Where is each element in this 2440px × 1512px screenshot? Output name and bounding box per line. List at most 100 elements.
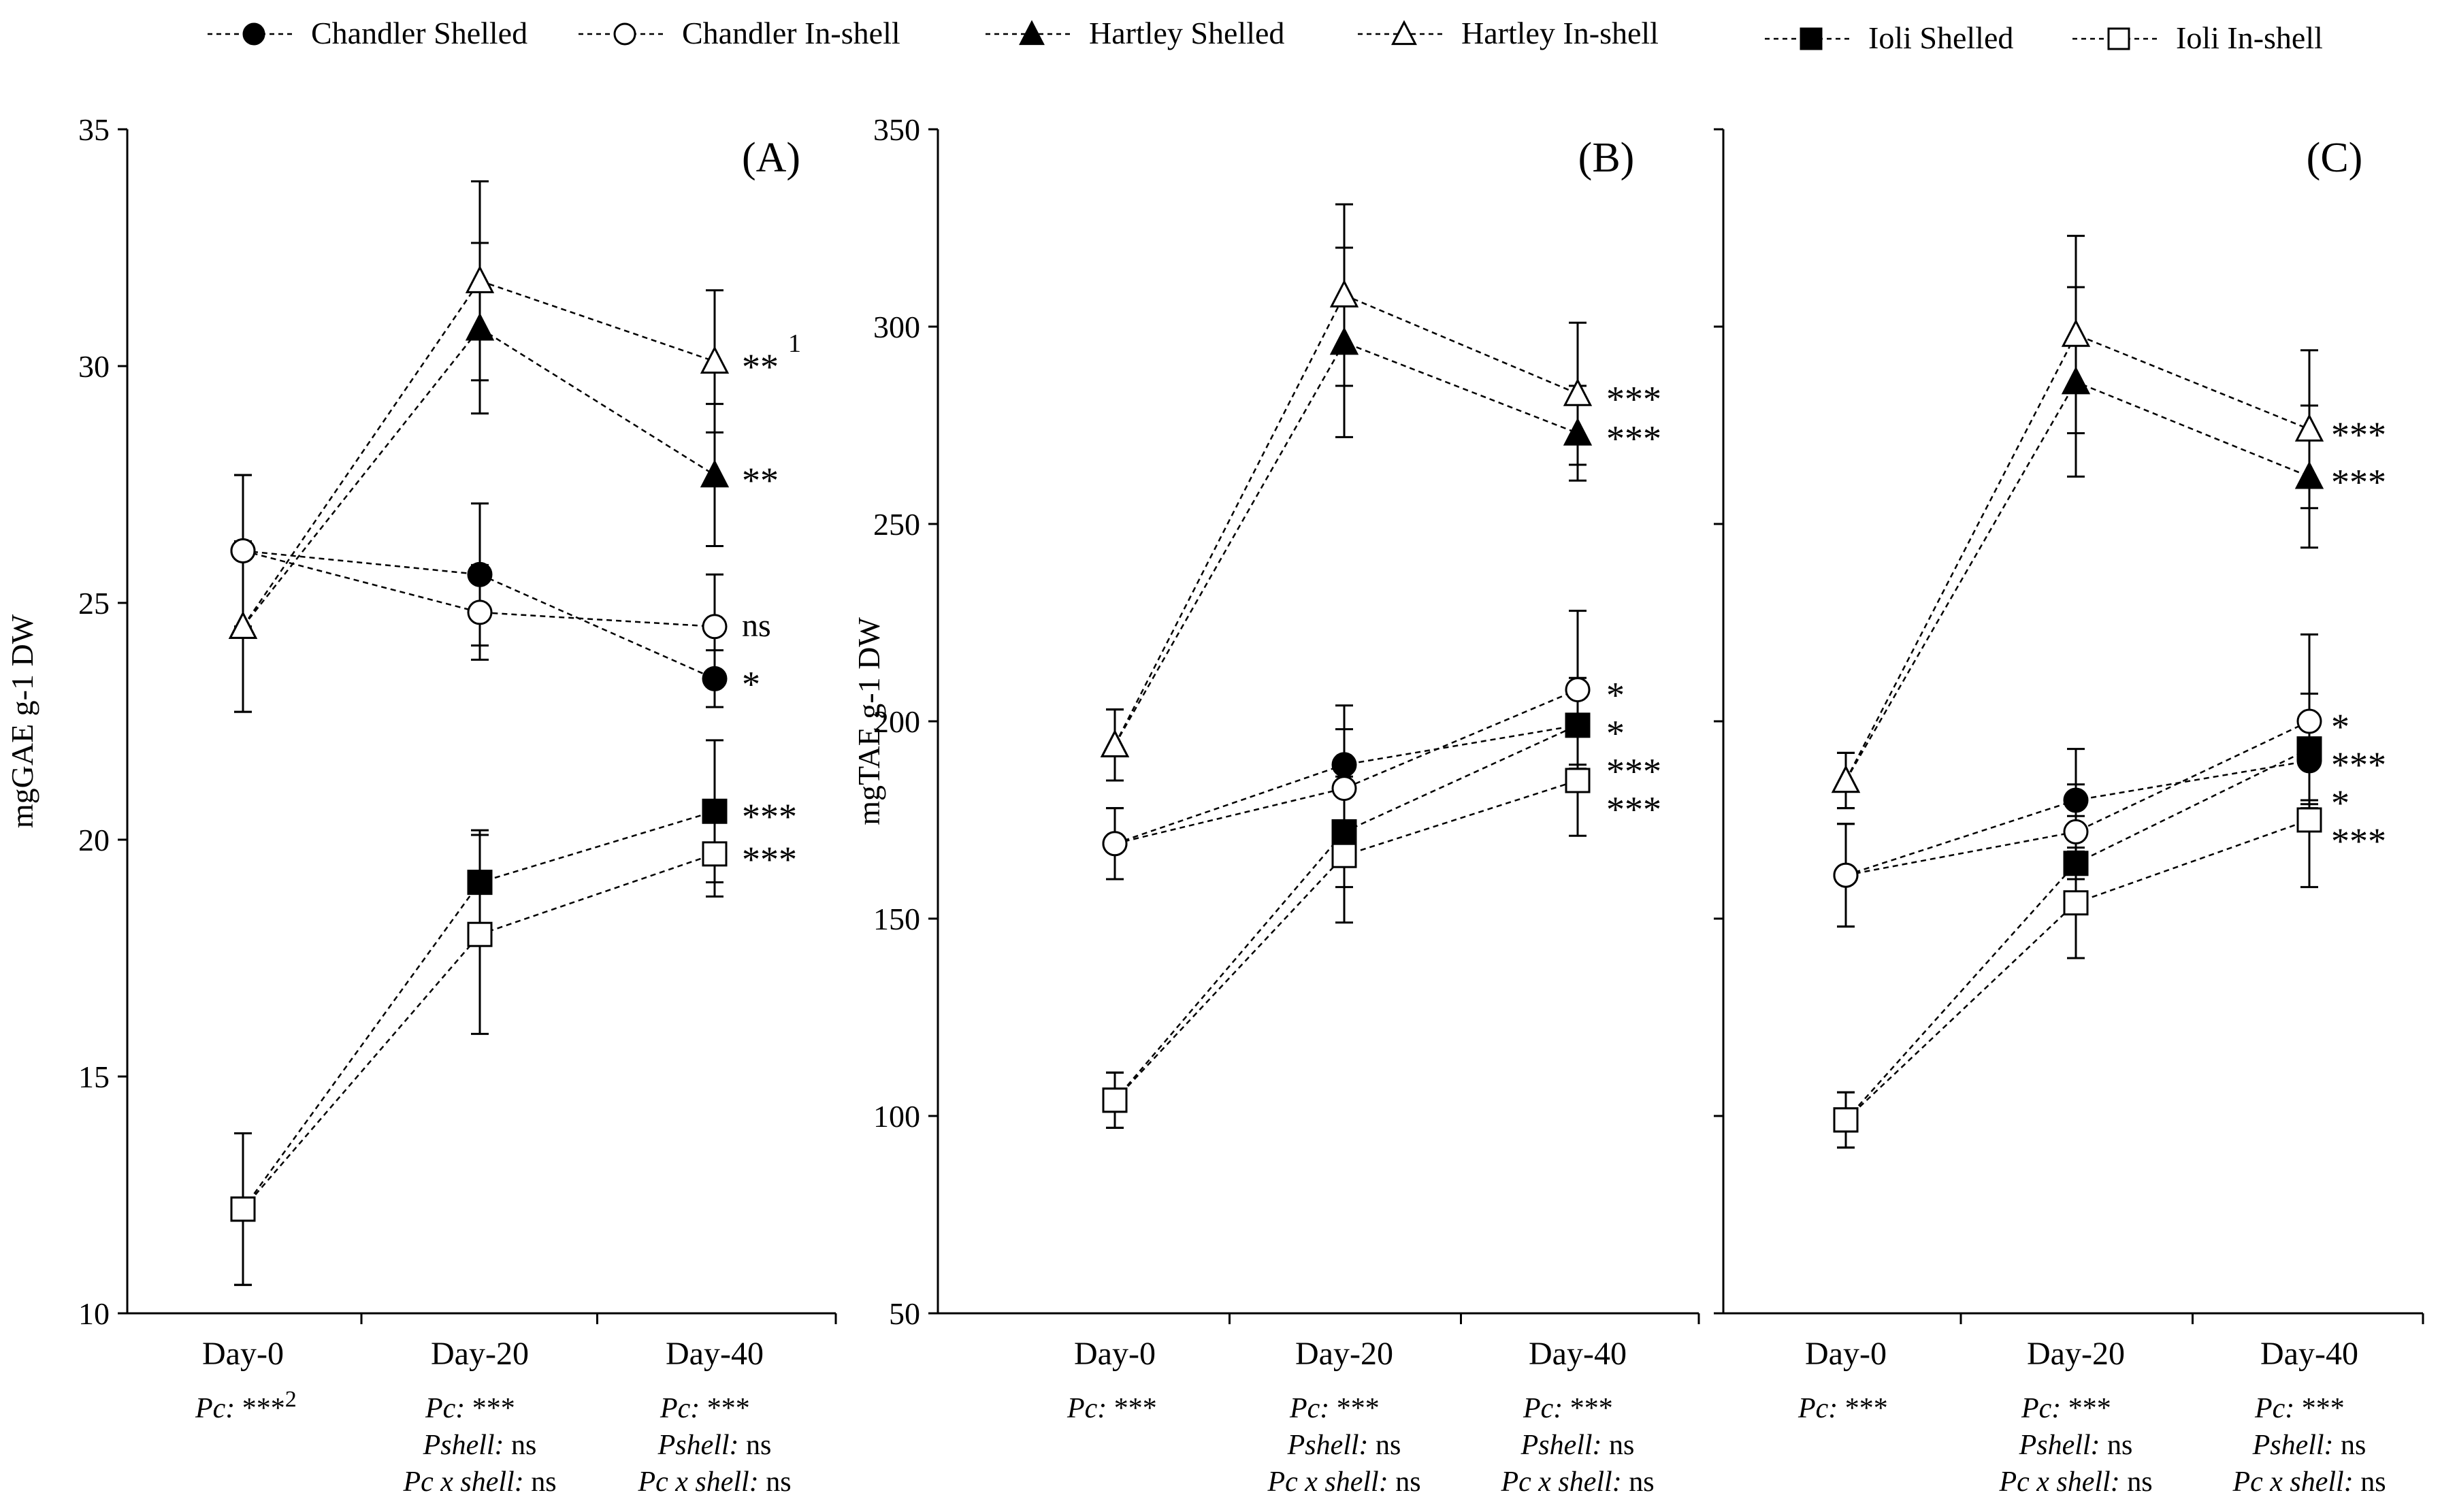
- x-tick-label: Day-20: [431, 1336, 529, 1372]
- point-ioli-shelled-day40: [702, 798, 728, 824]
- series-line-hartley-in-shell: [1113, 293, 1578, 746]
- point-hartley-shelled-day40: [2294, 461, 2324, 489]
- point-hartley-shelled-day40: [1563, 417, 1593, 446]
- point-chandler-shelled-day40: [702, 665, 728, 691]
- significance-label: *: [1606, 713, 1625, 754]
- stat-key: Pc:: [1798, 1393, 1838, 1424]
- stat-row: Pc: ***: [1067, 1393, 1157, 1424]
- stat-key: Pc:: [1067, 1393, 1107, 1424]
- significance-label: ***: [742, 839, 797, 880]
- legend-marker-circle-open: [613, 22, 636, 46]
- stat-value: ns: [1388, 1466, 1421, 1498]
- stat-value: ***: [1563, 1393, 1613, 1424]
- stat-value: ns: [524, 1466, 557, 1498]
- x-tick-label: Day-0: [202, 1336, 284, 1372]
- legend-item-chandler-in-shell: Chandler In-shell: [579, 16, 900, 50]
- y-tick-label: 150: [873, 902, 920, 936]
- point-chandler-shelled-day20: [1331, 752, 1357, 778]
- stat-value: ns: [2120, 1466, 2153, 1498]
- legend-marker-circle-filled: [242, 22, 265, 46]
- error-bars: [234, 180, 723, 1286]
- significance-label: *: [2331, 783, 2349, 823]
- stat-row: Pc: ***: [1798, 1393, 1888, 1424]
- significance-label: **: [742, 460, 779, 501]
- series-lines: [1113, 293, 1578, 1101]
- stat-key: Pc x shell:: [1500, 1466, 1621, 1498]
- data-points: [1831, 318, 2324, 1133]
- point-ioli-in-shell-day0: [1833, 1107, 1859, 1133]
- stat-value: ***: [2294, 1393, 2345, 1424]
- stat-key: Pshell:: [423, 1430, 504, 1461]
- stat-key: Pc:: [660, 1393, 700, 1424]
- point-chandler-in-shell-day20: [467, 599, 493, 625]
- stat-value: ***: [700, 1393, 750, 1424]
- stat-row: Pc: ***: [2254, 1393, 2345, 1424]
- footnote-marker: 1: [788, 329, 801, 358]
- stat-value: ***: [465, 1393, 515, 1424]
- stat-value: ns: [504, 1430, 537, 1461]
- stat-row: Pshell: ns: [1520, 1430, 1635, 1461]
- legend-marker-square-open: [2107, 27, 2130, 50]
- legend-label: Chandler Shelled: [311, 16, 527, 50]
- stat-row: Pc: ***: [660, 1393, 750, 1424]
- legend-label: Hartley Shelled: [1089, 16, 1284, 50]
- legend-marker-triangle-filled: [1019, 20, 1045, 46]
- series-line-hartley-shelled: [1113, 341, 1578, 746]
- y-tick-label: 25: [78, 586, 110, 621]
- significance-label: ***: [742, 796, 797, 837]
- point-ioli-in-shell-day0: [230, 1196, 256, 1222]
- stat-key: Pc x shell:: [402, 1466, 523, 1498]
- stat-row: Pc x shell: ns: [1267, 1466, 1420, 1498]
- point-ioli-shelled-day20: [1331, 819, 1357, 844]
- y-tick-label: 20: [78, 823, 110, 857]
- legend: Chandler Shelled Chandler In-shell Hartley…: [208, 16, 2323, 55]
- point-chandler-in-shell-day0: [1102, 831, 1128, 857]
- stat-key: Pshell:: [1520, 1430, 1602, 1461]
- stat-value: ns: [2100, 1430, 2133, 1461]
- stat-row: Pshell: ns: [657, 1430, 772, 1461]
- legend-marker-square-filled: [1800, 27, 1823, 50]
- point-hartley-in-shell-day0: [228, 610, 258, 639]
- stat-key: Pc x shell:: [1267, 1466, 1388, 1498]
- point-hartley-in-shell-day20: [465, 265, 495, 293]
- series-line-chandler-in-shell: [1114, 689, 1578, 845]
- point-chandler-in-shell-day40: [2296, 708, 2322, 734]
- legend-item-chandler-shelled: Chandler Shelled: [208, 16, 527, 50]
- legend-label: Ioli Shelled: [1868, 20, 2013, 55]
- significance-label: ***: [1606, 379, 1661, 420]
- data-points: [1100, 279, 1593, 1113]
- legend-label: Hartley In-shell: [1461, 16, 1659, 50]
- data-points: [228, 265, 730, 1222]
- legend-label: Ioli In-shell: [2176, 20, 2323, 55]
- stat-key: Pc:: [195, 1393, 235, 1424]
- point-hartley-shelled-day20: [2061, 366, 2091, 395]
- y-tick-label: 30: [78, 349, 110, 384]
- stat-row: Pc: ***2: [195, 1387, 297, 1424]
- point-ioli-in-shell-day0: [1102, 1087, 1128, 1113]
- significance-labels: **1**ns*******: [742, 329, 801, 880]
- stat-row: Pc x shell: ns: [2232, 1466, 2386, 1498]
- point-hartley-in-shell-day0: [1100, 729, 1130, 757]
- point-chandler-shelled-day20: [467, 561, 493, 587]
- stat-row: Pc: ***: [1523, 1393, 1613, 1424]
- point-hartley-shelled-day20: [1329, 327, 1359, 355]
- point-ioli-in-shell-day20: [2063, 890, 2089, 916]
- y-tick-label: 250: [873, 507, 920, 542]
- stat-key: Pc:: [1289, 1393, 1329, 1424]
- point-hartley-in-shell-day20: [1329, 279, 1359, 308]
- chart-panels: 10 15 20 25 30 35 Day-0 Day-20 Day-40 mgGAE g-1 D…: [5, 112, 2424, 1498]
- stat-value: ***: [1107, 1393, 1157, 1424]
- x-tick-label: Day-0: [1805, 1336, 1887, 1372]
- stat-value: ns: [1369, 1430, 1401, 1461]
- stat-value: ns: [759, 1466, 792, 1498]
- point-hartley-shelled-day20: [465, 312, 495, 341]
- stat-value: ns: [739, 1430, 772, 1461]
- significance-label: ***: [2331, 414, 2386, 455]
- point-ioli-shelled-day20: [467, 870, 493, 895]
- point-hartley-in-shell-day20: [2061, 318, 2091, 347]
- stat-key: Pshell:: [1287, 1430, 1369, 1461]
- point-chandler-in-shell-day20: [2063, 819, 2089, 844]
- series-line-hartley-shelled: [242, 327, 715, 627]
